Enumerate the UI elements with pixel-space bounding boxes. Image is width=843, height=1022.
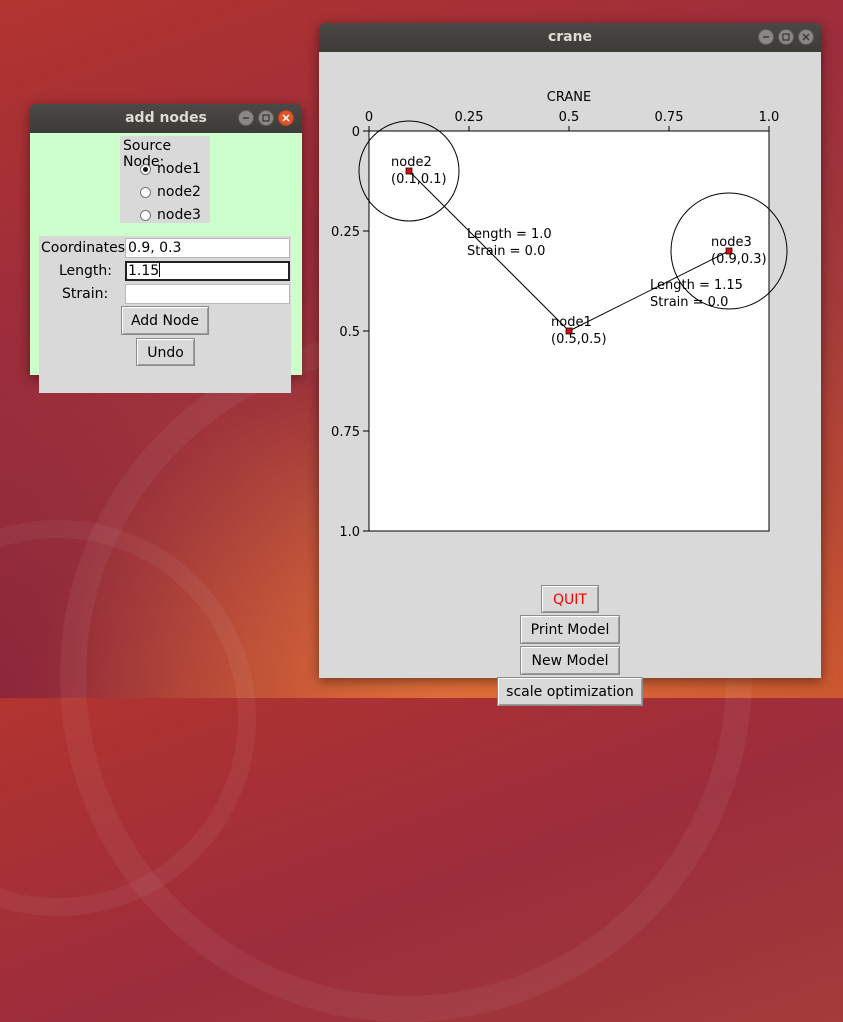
print-model-button[interactable]: Print Model	[520, 615, 620, 644]
y-tick-label: 1.0	[339, 525, 360, 540]
radio-label: node3	[157, 207, 201, 223]
add-nodes-titlebar[interactable]: add nodes	[30, 104, 302, 133]
coordinates-input[interactable]: 0.9, 0.3	[125, 238, 290, 258]
crane-titlebar[interactable]: crane	[319, 23, 821, 52]
member-line	[568, 250, 730, 332]
minimize-icon[interactable]	[238, 110, 254, 126]
scale-optimization-button[interactable]: scale optimization	[497, 677, 643, 706]
crane-plot: CRANE 0 0.25 0.5 0.75 1.0 0 0.25 0.5 0.75 1.0 Lengt…	[331, 90, 788, 540]
x-tick-label: 0.75	[655, 110, 684, 125]
node-name-label: node2	[391, 155, 432, 170]
member-strain-label: Strain = 0.0	[467, 244, 545, 259]
member-length-label: Length = 1.15	[650, 278, 743, 293]
strain-label: Strain:	[62, 286, 109, 302]
text-cursor	[159, 263, 161, 277]
crane-body: CRANE 0 0.25 0.5 0.75 1.0 0 0.25 0.5 0.75 1.0 Lengt…	[319, 52, 821, 706]
undo-button[interactable]: Undo	[136, 338, 195, 366]
x-tick-label: 0.5	[559, 110, 580, 125]
node-coord-label: (0.5,0.5)	[551, 332, 607, 347]
member-strain-label: Strain = 0.0	[650, 295, 728, 310]
node-coord-label: (0.1,0.1)	[391, 172, 447, 187]
chart-title: CRANE	[547, 90, 591, 105]
y-tick-label: 0.75	[331, 425, 360, 440]
radio-label: node1	[157, 161, 201, 177]
member-line	[408, 170, 570, 332]
radio-indicator[interactable]	[140, 163, 151, 175]
add-nodes-body: Source Node: node1 node2 node3 Coordinat…	[30, 133, 302, 393]
node-marker	[725, 247, 733, 255]
maximize-icon[interactable]	[258, 110, 274, 126]
crane-window: crane CRANE 0 0.25 0.5 0.75 1.0 0 0.25 0.5 0.75 1.…	[319, 23, 821, 706]
coordinates-label: Coordinates:	[41, 240, 130, 256]
node-circle	[358, 120, 460, 222]
window-title: crane	[547, 29, 593, 45]
node-name-label: node3	[711, 235, 752, 250]
x-tick-label: 0	[365, 110, 373, 125]
y-tick-label: 0.5	[339, 325, 360, 340]
node-coord-label: (0.9,0.3)	[711, 252, 767, 267]
minimize-icon[interactable]	[758, 29, 774, 45]
radio-indicator[interactable]	[140, 209, 151, 221]
node-circle	[670, 192, 788, 310]
node-marker	[565, 327, 573, 335]
member-length-label: Length = 1.0	[467, 227, 552, 242]
close-icon[interactable]	[798, 29, 814, 45]
radio-indicator[interactable]	[140, 186, 151, 198]
add-nodes-window: add nodes Source Node: node1 node2	[30, 104, 302, 393]
length-value: 1.15	[128, 263, 160, 279]
new-model-button[interactable]: New Model	[520, 646, 620, 675]
maximize-icon[interactable]	[778, 29, 794, 45]
x-tick-label: 1.0	[759, 110, 780, 125]
strain-input[interactable]	[125, 284, 290, 304]
radio-node3[interactable]: node3	[140, 205, 201, 225]
window-title: add nodes	[125, 110, 207, 126]
quit-button[interactable]: QUIT	[541, 585, 599, 613]
source-node-label: Source Node:	[123, 138, 172, 170]
node-marker	[405, 167, 413, 175]
source-node-panel: Source Node: node1 node2 node3	[120, 136, 210, 223]
add-node-button[interactable]: Add Node	[121, 306, 209, 335]
y-tick-label: 0.25	[331, 225, 360, 240]
y-tick-label: 0	[352, 125, 360, 140]
radio-node2[interactable]: node2	[140, 182, 201, 202]
node-name-label: node1	[551, 315, 592, 330]
radio-node1[interactable]: node1	[140, 159, 201, 179]
radio-label: node2	[157, 184, 201, 200]
x-tick-label: 0.25	[455, 110, 484, 125]
close-icon[interactable]	[278, 110, 294, 126]
length-label: Length:	[59, 263, 113, 279]
length-input[interactable]: 1.15	[125, 261, 290, 281]
node-form-panel: Coordinates: 0.9, 0.3 Length: 1.15 Strai…	[39, 236, 291, 393]
